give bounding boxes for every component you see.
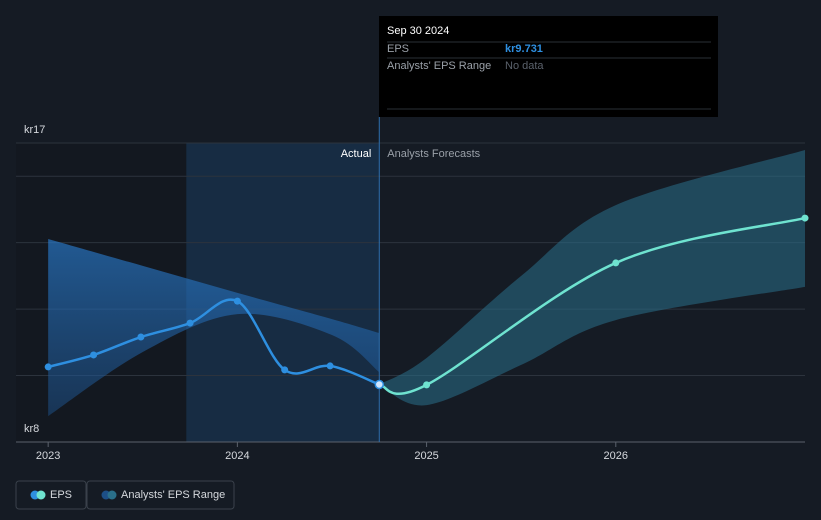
eps-point	[90, 351, 98, 359]
legend-swatch	[36, 490, 46, 500]
tooltip-box	[379, 16, 718, 117]
eps-point	[186, 319, 194, 327]
eps-point	[44, 363, 52, 371]
x-tick-label: 2024	[225, 450, 249, 462]
legend-swatch	[107, 490, 117, 500]
tooltip-value: No data	[505, 60, 544, 72]
x-tick-label: 2023	[36, 450, 60, 462]
x-tick-label: 2026	[604, 450, 628, 462]
annotation: Actual	[341, 148, 372, 160]
eps-line	[47, 298, 380, 386]
eps-point	[137, 333, 145, 341]
annotation: Analysts Forecasts	[387, 148, 480, 160]
legend-label: EPS	[50, 489, 72, 501]
tooltip-value: kr9.731	[505, 43, 543, 55]
legend-box	[15, 480, 87, 510]
tooltip-label: Analysts' EPS Range	[387, 60, 491, 72]
legend-box	[86, 480, 235, 510]
eps-point	[281, 366, 289, 374]
tooltip-label: EPS	[387, 43, 409, 55]
eps-point	[326, 362, 334, 370]
eps-range-area	[379, 149, 805, 406]
y-tick-label: kr8	[24, 423, 39, 435]
eps-point	[233, 297, 241, 305]
eps-range-area	[48, 239, 380, 417]
tooltip-date: Sep 30 2024	[387, 25, 449, 37]
y-tick-label: kr17	[24, 124, 45, 136]
legend-item[interactable]: Analysts' EPS Range	[86, 480, 235, 510]
legend-label: Analysts' EPS Range	[121, 489, 225, 501]
eps-line	[378, 216, 806, 396]
x-tick-label: 2025	[414, 450, 438, 462]
eps-point	[612, 259, 620, 267]
eps-point	[423, 381, 431, 389]
tooltip: Sep 30 2024 EPS kr9.731 Analysts' EPS Range…	[379, 16, 718, 117]
eps-point	[374, 379, 385, 390]
eps-point	[801, 214, 809, 222]
legend-item[interactable]: EPS	[15, 480, 87, 510]
